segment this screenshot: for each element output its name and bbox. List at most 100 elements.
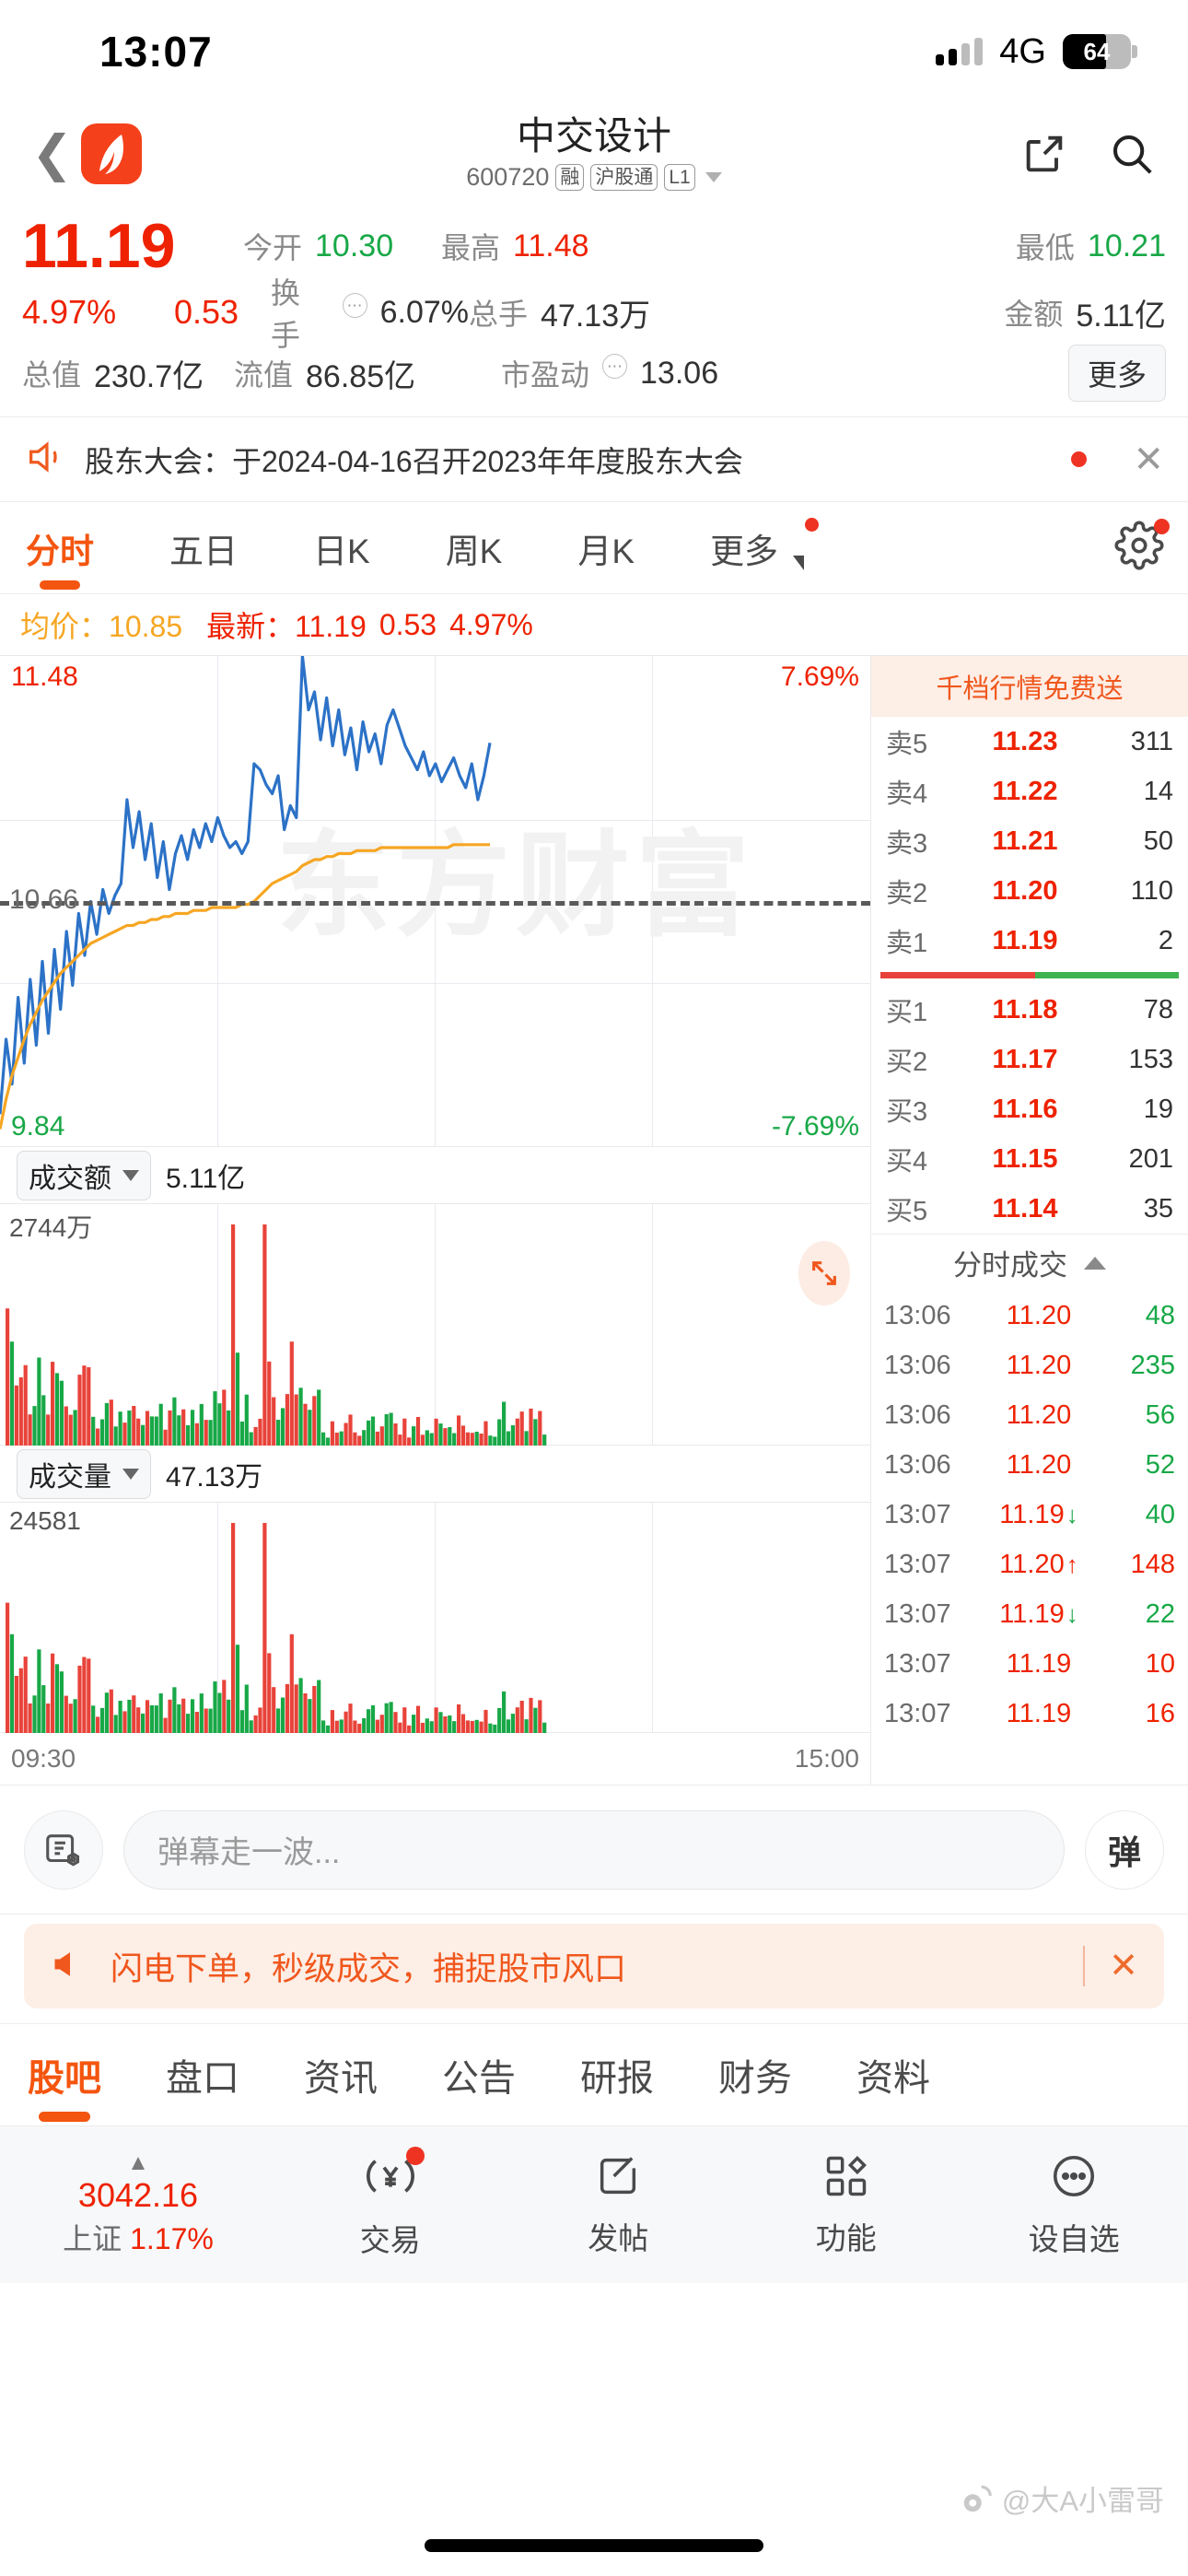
status-indicators: 4G 64 <box>936 32 1137 72</box>
volume-bar <box>158 1693 163 1733</box>
action-watchlist[interactable]: 设自选 <box>961 2151 1188 2259</box>
tick-price: 11.20 <box>1006 1449 1072 1480</box>
megaphone-icon <box>50 1944 90 1989</box>
notice-dot-icon <box>1071 451 1088 467</box>
info-icon[interactable]: ⋯ <box>342 292 367 318</box>
volume-bar <box>132 1406 136 1446</box>
triangle-up-icon[interactable] <box>1084 1256 1106 1270</box>
announcement-bar[interactable]: 股东大会：于2024-04-16召开2023年年度股东大会 ✕ <box>0 417 1188 502</box>
ad-banner[interactable]: 闪电下单，秒级成交，捕捉股市风口 ✕ <box>24 1924 1164 2008</box>
action-post[interactable]: 发帖 <box>505 2152 733 2258</box>
order-book-row[interactable]: 卖4 11.22 14 <box>871 767 1188 816</box>
volume-bar <box>32 1695 37 1733</box>
high-label: 最高 <box>441 231 501 264</box>
order-book-row[interactable]: 买2 11.17 153 <box>871 1035 1188 1084</box>
volume-bar <box>289 1341 294 1446</box>
order-book-row[interactable]: 买4 11.15 201 <box>871 1134 1188 1184</box>
volume-bar <box>249 1432 253 1446</box>
volume-bar <box>249 1720 253 1733</box>
volume-bar <box>244 1684 249 1733</box>
amount-selector[interactable]: 成交额 <box>17 1150 151 1200</box>
tab-ziliao[interactable]: 资料 <box>856 2058 930 2099</box>
expand-icon[interactable] <box>798 1241 850 1306</box>
order-book-row[interactable]: 买1 11.18 78 <box>871 985 1188 1035</box>
volume-bar <box>470 1720 474 1733</box>
order-book-row[interactable]: 买5 11.14 35 <box>871 1184 1188 1234</box>
megaphone-icon <box>24 436 66 483</box>
more-button[interactable]: 更多 <box>1067 345 1166 402</box>
volume-label: 总手 <box>469 298 529 331</box>
tab-gonggao[interactable]: 公告 <box>442 2058 516 2099</box>
order-book-row[interactable]: 卖3 11.21 50 <box>871 816 1188 866</box>
action-functions[interactable]: 功能 <box>732 2152 961 2258</box>
level-label: 买3 <box>886 1097 928 1127</box>
volume-bar <box>109 1689 113 1733</box>
volume-bar <box>330 1710 334 1733</box>
volume-bar <box>298 1388 303 1446</box>
amount-bar-chart[interactable]: 2744万 <box>0 1204 870 1446</box>
signal-bars-icon <box>936 38 984 65</box>
send-danmu-button[interactable]: 弹 <box>1085 1809 1164 1890</box>
intraday-price-chart[interactable]: 东方财富 11.48 7.69% 10.66 9.84 -7.69% <box>0 656 870 1147</box>
volume-bar <box>253 1426 258 1446</box>
order-book-row[interactable]: 买3 11.16 19 <box>871 1084 1188 1134</box>
volume-bar <box>415 1705 421 1733</box>
volume-bar <box>367 1709 371 1733</box>
tab-wuri[interactable]: 五日 <box>169 532 238 570</box>
volume-bar <box>303 1693 308 1733</box>
pct-axis-low: -7.69% <box>771 1111 859 1142</box>
volume-bar <box>51 1653 55 1733</box>
tab-pankou[interactable]: 盘口 <box>166 2058 239 2099</box>
tab-dayk[interactable]: 日K <box>313 532 370 570</box>
marketcap-label: 总值 <box>22 358 82 392</box>
pe-value: 13.06 <box>640 355 719 391</box>
tab-caiwu[interactable]: 财务 <box>718 2058 792 2099</box>
order-book-row[interactable]: 卖1 11.19 2 <box>871 916 1188 966</box>
tab-yanbao[interactable]: 研报 <box>580 2058 654 2099</box>
order-book-row[interactable]: 卖5 11.23 311 <box>871 717 1188 767</box>
battery-icon: 64 <box>1063 34 1137 69</box>
tick-volume: 56 <box>1145 1399 1175 1430</box>
gear-icon[interactable] <box>1114 519 1170 575</box>
volume-selector[interactable]: 成交量 <box>17 1448 151 1499</box>
buy-sell-ratio-bar <box>880 972 1179 978</box>
index-summary[interactable]: ▲ 3042.16 上证 1.17% <box>0 2151 276 2258</box>
tab-zixun[interactable]: 资讯 <box>304 2058 378 2099</box>
close-icon[interactable]: ✕ <box>1109 1947 1138 1985</box>
tab-more[interactable]: 更多 <box>708 517 820 573</box>
note-badge-icon[interactable] <box>24 1809 103 1890</box>
tab-guba[interactable]: 股吧 <box>28 2048 101 2122</box>
tab-weekk[interactable]: 周K <box>445 532 503 570</box>
search-icon[interactable] <box>1107 129 1157 179</box>
tick-price: 11.20 <box>1006 1399 1072 1430</box>
avg-price-label: 均价： <box>20 610 110 643</box>
comment-input[interactable]: 弹幕走一波... <box>123 1809 1065 1890</box>
info-icon[interactable]: ⋯ <box>602 353 628 379</box>
volume-bar <box>82 1657 87 1733</box>
tab-monthk[interactable]: 月K <box>577 532 635 570</box>
volume-bar <box>438 1423 443 1446</box>
volume-bar <box>104 1692 109 1733</box>
header-title-block: 中交设计 600720 融 沪股通 L1 <box>0 115 1188 192</box>
volume-bar <box>37 1357 41 1446</box>
volume-bar <box>244 1394 249 1446</box>
volume-max-label: 24581 <box>9 1506 81 1535</box>
volume-bar <box>317 1389 321 1446</box>
back-icon[interactable]: ❮ <box>31 126 74 181</box>
action-trade[interactable]: 交易 <box>276 2146 505 2260</box>
tick-price: 11.20↑ <box>999 1549 1078 1579</box>
order-book-row[interactable]: 卖2 11.20 110 <box>871 866 1188 916</box>
chevron-down-icon[interactable] <box>705 172 722 183</box>
volume-bar <box>379 1715 384 1733</box>
share-icon[interactable] <box>1020 130 1068 178</box>
tab-fenshi[interactable]: 分时 <box>24 523 96 590</box>
volume-bar <box>258 1418 262 1446</box>
volume-bar <box>420 1434 425 1446</box>
ticks-header[interactable]: 分时成交 <box>871 1234 1188 1291</box>
close-icon[interactable]: ✕ <box>1133 439 1164 480</box>
tick-row: 13:06 11.20 235 <box>871 1341 1188 1390</box>
promo-banner[interactable]: 千档行情免费送 <box>871 656 1188 717</box>
volume-bar-chart[interactable]: 24581 <box>0 1503 870 1733</box>
volume-bar <box>272 1397 276 1446</box>
level-qty: 78 <box>1143 994 1173 1025</box>
